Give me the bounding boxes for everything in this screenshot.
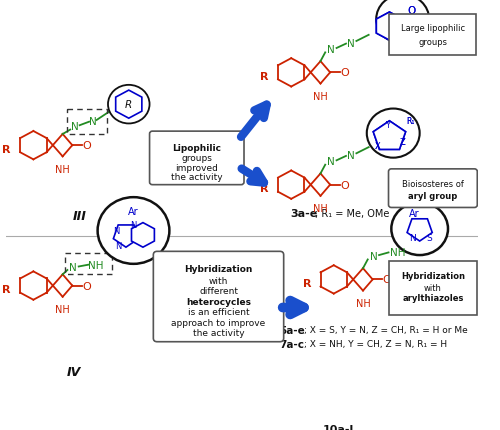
Text: N: N bbox=[370, 252, 378, 261]
Polygon shape bbox=[376, 13, 402, 41]
Circle shape bbox=[108, 86, 150, 124]
Text: is an efficient: is an efficient bbox=[188, 308, 250, 317]
Text: NH: NH bbox=[356, 298, 370, 308]
Text: N: N bbox=[115, 241, 121, 250]
Text: IV: IV bbox=[67, 365, 81, 378]
Text: NH: NH bbox=[56, 164, 70, 175]
Text: 3a-e: 3a-e bbox=[290, 209, 318, 219]
Text: N: N bbox=[89, 117, 97, 126]
Text: the activity: the activity bbox=[171, 173, 222, 182]
Text: Hybridization: Hybridization bbox=[184, 264, 252, 273]
Text: N: N bbox=[327, 157, 335, 167]
Text: the activity: the activity bbox=[192, 328, 244, 337]
Text: O: O bbox=[340, 68, 349, 78]
Polygon shape bbox=[114, 225, 138, 248]
FancyBboxPatch shape bbox=[388, 261, 478, 315]
Polygon shape bbox=[376, 13, 402, 41]
Text: R: R bbox=[260, 72, 268, 82]
Text: R: R bbox=[260, 184, 268, 194]
Text: improved: improved bbox=[176, 163, 218, 172]
Text: Ar: Ar bbox=[408, 209, 420, 218]
Polygon shape bbox=[407, 219, 432, 242]
Text: ; R₁ = Me, OMe: ; R₁ = Me, OMe bbox=[315, 209, 389, 219]
Circle shape bbox=[367, 109, 420, 158]
Text: O: O bbox=[82, 141, 91, 151]
Text: approach to improve: approach to improve bbox=[172, 318, 266, 327]
Text: X: X bbox=[375, 141, 381, 150]
Text: Y: Y bbox=[385, 120, 390, 129]
Text: groups: groups bbox=[418, 38, 448, 47]
Text: NH: NH bbox=[390, 248, 406, 258]
Text: N: N bbox=[347, 150, 354, 161]
Text: Z: Z bbox=[400, 137, 406, 146]
Text: Z: Z bbox=[400, 137, 406, 146]
Text: groups: groups bbox=[182, 154, 212, 163]
Text: ; X = NH, Y = CH, Z = N, R₁ = H: ; X = NH, Y = CH, Z = N, R₁ = H bbox=[304, 339, 446, 348]
Text: R₁: R₁ bbox=[416, 15, 426, 25]
Text: N: N bbox=[69, 263, 77, 273]
Text: III: III bbox=[72, 209, 86, 222]
Text: ; X = S, Y = N, Z = CH, R₁ = H or Me: ; X = S, Y = N, Z = CH, R₁ = H or Me bbox=[304, 325, 468, 334]
Text: R₁: R₁ bbox=[406, 117, 414, 126]
Text: arylthiazoles: arylthiazoles bbox=[402, 294, 464, 303]
Text: N: N bbox=[408, 233, 416, 243]
Text: Ar: Ar bbox=[128, 207, 139, 217]
Text: X: X bbox=[375, 141, 381, 150]
Text: R: R bbox=[2, 144, 10, 154]
Text: S: S bbox=[426, 233, 432, 243]
Text: N: N bbox=[327, 45, 335, 55]
Text: R: R bbox=[2, 285, 10, 295]
Text: O: O bbox=[82, 281, 91, 291]
Text: 10a-l: 10a-l bbox=[323, 424, 354, 430]
Text: O: O bbox=[408, 6, 416, 16]
FancyBboxPatch shape bbox=[150, 132, 244, 185]
Polygon shape bbox=[116, 91, 142, 119]
Circle shape bbox=[392, 203, 448, 255]
Text: N: N bbox=[71, 122, 79, 132]
FancyBboxPatch shape bbox=[388, 169, 478, 208]
Polygon shape bbox=[374, 122, 406, 150]
Text: with: with bbox=[209, 276, 228, 285]
Text: 5a-e: 5a-e bbox=[279, 325, 304, 335]
Polygon shape bbox=[374, 122, 406, 150]
Text: Lipophilic: Lipophilic bbox=[172, 143, 222, 152]
Text: 7a-c: 7a-c bbox=[279, 339, 304, 349]
Text: O: O bbox=[382, 275, 392, 285]
Text: Hybridization: Hybridization bbox=[401, 271, 465, 280]
Text: Large lipophilic: Large lipophilic bbox=[401, 24, 465, 33]
Text: NH: NH bbox=[313, 204, 328, 214]
FancyBboxPatch shape bbox=[390, 15, 476, 55]
Text: NH: NH bbox=[313, 92, 328, 102]
Text: N: N bbox=[114, 227, 119, 236]
Text: O: O bbox=[340, 180, 349, 190]
Text: NH: NH bbox=[88, 260, 104, 270]
FancyBboxPatch shape bbox=[154, 252, 284, 342]
Text: different: different bbox=[199, 287, 238, 296]
Text: N: N bbox=[130, 220, 136, 229]
Polygon shape bbox=[116, 91, 142, 119]
Text: Y: Y bbox=[385, 120, 390, 129]
Text: aryl group: aryl group bbox=[408, 191, 458, 200]
Text: Bioisosteres of: Bioisosteres of bbox=[402, 179, 464, 188]
Text: with: with bbox=[424, 283, 442, 292]
Text: O: O bbox=[408, 6, 416, 16]
Circle shape bbox=[98, 198, 170, 264]
Text: N: N bbox=[347, 39, 354, 49]
Text: NH: NH bbox=[56, 304, 70, 314]
Circle shape bbox=[376, 0, 429, 44]
Text: R: R bbox=[125, 100, 132, 110]
Text: heterocycles: heterocycles bbox=[186, 297, 251, 306]
Text: R₁: R₁ bbox=[406, 117, 414, 126]
Text: R₁: R₁ bbox=[416, 15, 426, 25]
Polygon shape bbox=[132, 223, 154, 248]
Text: R: R bbox=[302, 278, 311, 289]
